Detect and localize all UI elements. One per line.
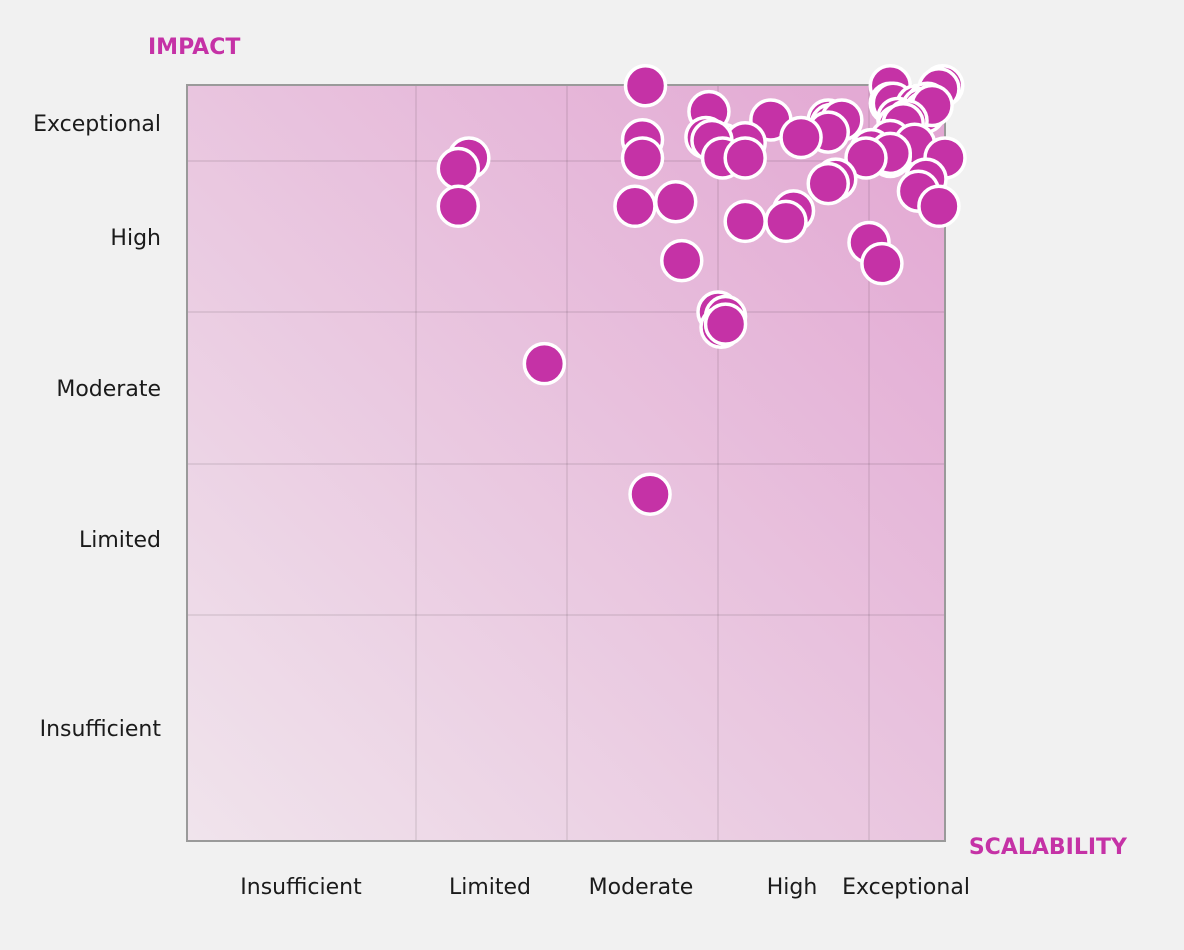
x-tick-labels: Insufficient Limited Moderate High Exception… bbox=[240, 875, 970, 900]
data-point bbox=[703, 302, 748, 346]
x-axis-title: SCALABILITY bbox=[969, 835, 1128, 860]
data-point bbox=[660, 238, 704, 283]
data-point bbox=[522, 341, 567, 386]
x-tick-label: Exceptional bbox=[842, 875, 970, 900]
data-point bbox=[613, 184, 657, 229]
y-tick-labels: Insufficient Limited Moderate High Exception… bbox=[33, 112, 161, 742]
y-axis-title: IMPACT bbox=[148, 35, 240, 60]
x-tick-label: High bbox=[767, 875, 818, 900]
data-point bbox=[723, 199, 767, 244]
data-point bbox=[806, 161, 850, 206]
data-point bbox=[653, 180, 698, 224]
data-point bbox=[779, 115, 823, 160]
y-tick-label: High bbox=[110, 226, 161, 251]
data-point bbox=[860, 241, 904, 286]
y-tick-label: Exceptional bbox=[33, 112, 161, 137]
data-point bbox=[723, 136, 767, 180]
plot-frame bbox=[186, 84, 946, 842]
x-tick-label: Limited bbox=[449, 875, 531, 900]
y-tick-label: Insufficient bbox=[40, 717, 162, 742]
data-point bbox=[623, 64, 668, 108]
data-point bbox=[844, 136, 888, 180]
x-tick-label: Moderate bbox=[589, 875, 694, 900]
grid-lines bbox=[187, 85, 945, 841]
data-point bbox=[436, 184, 481, 229]
data-point bbox=[764, 199, 808, 244]
y-tick-label: Moderate bbox=[56, 377, 161, 402]
plot-background bbox=[187, 85, 945, 841]
data-point bbox=[917, 184, 961, 229]
data-points bbox=[436, 64, 967, 516]
y-tick-label: Limited bbox=[79, 528, 161, 553]
x-tick-label: Insufficient bbox=[240, 875, 362, 900]
data-point bbox=[620, 136, 665, 180]
data-point bbox=[628, 472, 672, 516]
data-point bbox=[436, 146, 481, 191]
